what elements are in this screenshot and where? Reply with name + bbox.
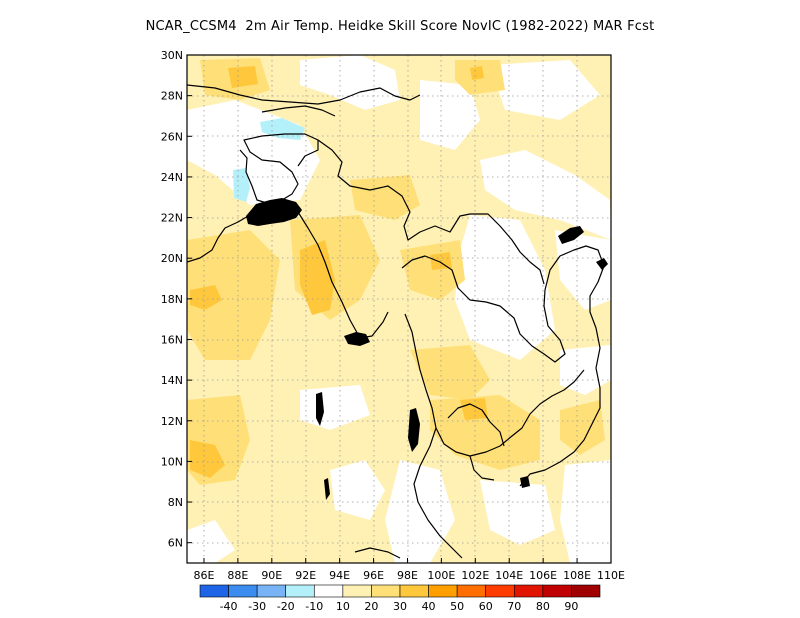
colorbar-label: 90 [564,600,578,613]
lon-tick-label: 106E [529,569,557,582]
lon-tick-label: 86E [193,569,214,582]
colorbar-swatch [256,584,287,598]
colorbar-label: 80 [536,600,550,613]
colorbar-swatch [399,584,429,598]
lon-tick-label: 88E [227,569,248,582]
colorbar-swatch [456,584,487,598]
lat-tick-label: 30N [161,49,183,62]
map-frame [186,54,612,564]
colorbar-label: 60 [479,600,493,613]
colorbar-swatch [513,584,544,598]
lat-tick-label: 28N [161,90,183,103]
colorbar-label: 10 [336,600,350,613]
lon-tick-label: 110E [597,569,625,582]
lat-tick-label: 22N [161,212,183,225]
lat-tick-label: 8N [168,496,183,509]
lat-tick-label: 14N [161,374,183,387]
colorbar-swatch [571,584,601,598]
colorbar-swatch [342,584,372,598]
lon-tick-label: 108E [563,569,591,582]
lon-tick-label: 92E [295,569,316,582]
axis-ticks: 86E 88E 90E 92E 94E 96E 98E 100E 102E 104E 106E 108… [161,49,625,582]
lat-tick-label: 18N [161,293,183,306]
colorbar-label: 70 [507,600,521,613]
colorbar-label: -10 [305,600,323,613]
colorbar-label: 20 [364,600,378,613]
colorbar-label: -40 [220,600,238,613]
lat-tick-label: 12N [161,415,183,428]
lat-tick-label: 26N [161,130,183,143]
colorbar-label: 30 [393,600,407,613]
colorbar-label: -20 [277,600,295,613]
colorbar-swatch [428,584,458,598]
colorbar-swatch [199,584,229,598]
colorbar-swatch [313,584,344,598]
lon-tick-label: 96E [363,569,384,582]
colorbar-swatch [485,584,515,598]
colorbar-swatch [228,584,258,598]
colorbar-label: 40 [422,600,436,613]
lon-tick-label: 90E [261,569,282,582]
lat-tick-label: 6N [168,537,183,550]
colorbar-swatch [285,584,315,598]
island-clusters [246,198,608,500]
colorbar-swatch [371,584,401,598]
colorbar-label: -30 [248,600,266,613]
lat-tick-label: 20N [161,252,183,265]
colorbar: -40 -30 -20 -10 10 20 30 40 50 60 70 80 90 [199,584,601,613]
coastlines [187,84,605,559]
lat-tick-label: 24N [161,171,183,184]
lon-tick-label: 102E [461,569,489,582]
colorbar-label: 50 [450,600,464,613]
lon-tick-label: 98E [397,569,418,582]
lon-tick-label: 94E [329,569,350,582]
lon-tick-label: 104E [495,569,523,582]
colorbar-swatch [542,584,572,598]
skill-score-field [187,55,611,563]
lat-tick-label: 16N [161,333,183,346]
map-title: NCAR_CCSM4 2m Air Temp. Heidke Skill Sco… [145,19,655,34]
lat-tick-label: 10N [161,455,183,468]
lon-tick-label: 100E [427,569,455,582]
